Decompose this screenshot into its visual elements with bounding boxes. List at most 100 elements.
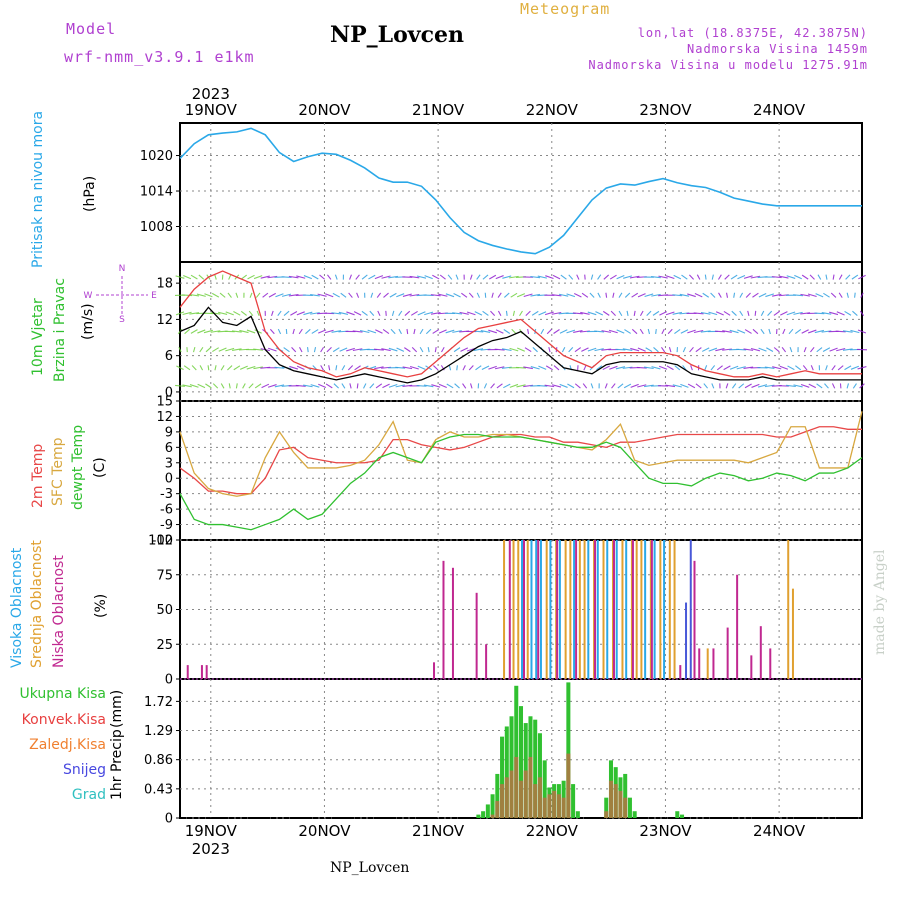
cloud-bar — [712, 648, 715, 679]
wind-arrow — [530, 366, 540, 370]
wind-arrow — [624, 292, 631, 298]
wind-arrow — [551, 384, 562, 388]
wind-arrow — [488, 329, 497, 334]
precip-total-bar — [575, 811, 580, 818]
wind-arrow — [305, 328, 311, 335]
precip-total-bar — [632, 811, 637, 818]
cloud-bar — [537, 540, 540, 679]
wind-arrow — [425, 328, 432, 335]
wind-arrow — [246, 365, 256, 370]
wind-arrow — [303, 311, 313, 316]
wind-arrow — [568, 274, 574, 280]
wind-arrow — [495, 329, 504, 334]
wind-arrow — [469, 274, 473, 280]
wind-arrow — [220, 365, 225, 371]
wind-arrow — [233, 365, 241, 371]
wind-arrow — [416, 275, 427, 279]
wind-arrow — [268, 292, 276, 298]
wind-arrow — [568, 346, 574, 353]
wind-arrow — [544, 311, 554, 316]
wind-arrow — [318, 329, 327, 334]
wind-arrow — [512, 310, 515, 316]
wind-arrow — [363, 383, 367, 389]
wind-arrow — [509, 275, 519, 279]
wind-arrow — [383, 292, 389, 298]
wind-arrow — [780, 311, 788, 316]
wind-arrow — [702, 292, 710, 298]
wind-arrow — [218, 311, 228, 315]
y-tick-label: 0 — [165, 812, 173, 827]
cloud-bar — [587, 540, 590, 679]
wind-arrow — [636, 366, 647, 369]
wind-arrow — [858, 274, 866, 280]
wind-arrow — [481, 365, 490, 371]
wind-arrow — [787, 365, 795, 371]
wind-arrow — [630, 347, 640, 352]
wind-arrow — [582, 383, 588, 389]
wind-arrow — [652, 310, 660, 316]
precip-convective-bar — [618, 790, 623, 818]
cloud-bar — [673, 540, 676, 679]
wind-arrow — [694, 293, 703, 298]
footer-station: NP_Lovcen — [330, 860, 410, 876]
wind-arrow — [730, 274, 738, 280]
wind-arrow — [814, 312, 825, 315]
wind-arrow — [182, 294, 193, 297]
wind-arrow — [319, 274, 326, 280]
wind-arrow — [317, 293, 327, 297]
x-bottom-label: 20NOV — [298, 822, 351, 840]
wind-arrow — [219, 292, 226, 298]
wind-arrow — [773, 310, 780, 316]
precip-convective-bar — [490, 814, 495, 818]
wind-arrow — [830, 292, 837, 298]
wind-arrow — [502, 275, 512, 279]
wind-arrow — [816, 347, 823, 353]
wind-arrow — [651, 276, 661, 279]
wind-arrow — [298, 328, 303, 335]
wind-arrow — [695, 347, 702, 353]
wind-arrow — [275, 293, 284, 298]
y-tick-label: 1020 — [140, 149, 173, 164]
wind-arrow — [355, 274, 360, 280]
wind-arrow — [331, 312, 342, 315]
wind-arrow — [318, 383, 327, 389]
precip-total-bar — [571, 784, 576, 818]
wind-arrow — [602, 365, 610, 371]
y-tick-label: 0 — [165, 385, 173, 400]
y-tick-label: 1.72 — [144, 695, 173, 710]
wind-arrow — [410, 310, 418, 316]
wind-arrow — [409, 365, 419, 370]
wind-arrow — [651, 366, 661, 370]
wind-arrow — [374, 366, 384, 370]
wind-arrow — [396, 293, 405, 298]
wind-arrow — [594, 348, 604, 352]
wind-arrow — [210, 330, 221, 333]
precip-convective-bar — [542, 797, 547, 818]
cloud-bar — [451, 567, 454, 679]
precip-total-bar — [500, 736, 505, 818]
wind-arrow — [842, 348, 853, 351]
wind-arrow — [850, 365, 860, 370]
wind-arrow — [681, 274, 688, 280]
wind-arrow — [470, 383, 473, 389]
wind-arrow — [227, 365, 233, 371]
wind-arrow — [653, 347, 659, 353]
wind-arrow — [398, 328, 402, 335]
wind-arrow — [803, 346, 807, 353]
wind-arrow — [647, 328, 651, 335]
model-version: wrf-nmm_v3.9.1 e1km — [64, 48, 255, 66]
wind-arrow — [722, 330, 732, 333]
wind-arrow — [191, 365, 197, 371]
wind-arrow — [752, 328, 759, 335]
wind-arrow — [446, 383, 454, 389]
wind-arrow — [459, 311, 469, 315]
temp-unit: (C) — [92, 457, 108, 478]
wind-arrow — [630, 383, 639, 388]
wind-arrow — [456, 365, 458, 371]
wind-arrow — [196, 293, 206, 297]
wind-arrow — [674, 365, 681, 371]
wind-arrow — [615, 348, 626, 351]
wind-arrow — [182, 384, 192, 388]
wind-arrow — [271, 310, 274, 317]
cloud-bar — [578, 540, 581, 679]
